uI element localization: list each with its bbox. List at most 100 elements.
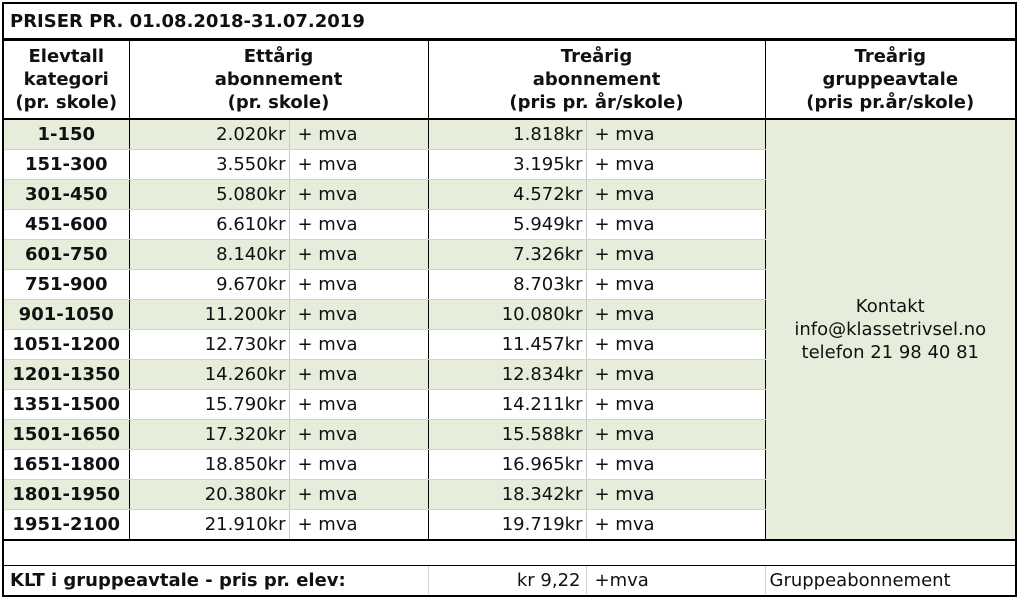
three-year-price: 11.457kr bbox=[428, 329, 587, 360]
category-cell: 1351-1500 bbox=[4, 389, 130, 420]
one-year-mva: + mva bbox=[289, 149, 429, 180]
three-year-mva: + mva bbox=[586, 479, 766, 510]
one-year-mva: + mva bbox=[289, 119, 429, 150]
contact-email[interactable]: info@klassetrivsel.no bbox=[794, 319, 987, 340]
table-row: 1801-1950 20.380kr + mva 18.342kr + mva bbox=[4, 479, 1015, 510]
category-cell: 451-600 bbox=[4, 209, 130, 240]
one-year-mva: + mva bbox=[289, 299, 429, 330]
three-year-price: 19.719kr bbox=[428, 509, 587, 541]
three-year-price: 4.572kr bbox=[428, 179, 587, 210]
table-row: 1351-1500 15.790kr + mva 14.211kr + mva bbox=[4, 389, 1015, 420]
one-year-price: 9.670kr bbox=[129, 269, 290, 300]
table-row: 1501-1650 17.320kr + mva 15.588kr + mva bbox=[4, 419, 1015, 450]
three-year-mva: + mva bbox=[586, 239, 766, 270]
one-year-price: 2.020kr bbox=[129, 119, 290, 150]
footer-group-label: Gruppeabonnement bbox=[769, 569, 951, 591]
category-cell: 751-900 bbox=[4, 269, 130, 300]
contact-label: Kontakt bbox=[855, 296, 925, 317]
one-year-price: 3.550kr bbox=[129, 149, 290, 180]
category-cell: 1651-1800 bbox=[4, 449, 130, 480]
one-year-mva: + mva bbox=[289, 239, 429, 270]
table-row: 901-1050 11.200kr + mva 10.080kr + mva bbox=[4, 299, 1015, 330]
one-year-mva: + mva bbox=[289, 419, 429, 450]
category-cell: 901-1050 bbox=[4, 299, 130, 330]
table-row: 1951-2100 21.910kr + mva 19.719kr + mva bbox=[4, 509, 1015, 541]
one-year-price: 17.320kr bbox=[129, 419, 290, 450]
contact-cell: Kontakt info@klassetrivsel.no telefon 21 9… bbox=[765, 119, 1015, 541]
category-cell: 1501-1650 bbox=[4, 419, 130, 450]
three-year-mva: + mva bbox=[586, 449, 766, 480]
three-year-price: 18.342kr bbox=[428, 479, 587, 510]
category-cell: 1951-2100 bbox=[4, 509, 130, 541]
table-row: 1-150 2.020kr + mva 1.818kr + mva Kontakt info… bbox=[4, 119, 1015, 541]
three-year-price: 7.326kr bbox=[428, 239, 587, 270]
one-year-price: 8.140kr bbox=[129, 239, 290, 270]
three-year-mva: + mva bbox=[586, 269, 766, 300]
one-year-mva: + mva bbox=[289, 449, 429, 480]
table-row: 451-600 6.610kr + mva 5.949kr + mva bbox=[4, 209, 1015, 240]
one-year-mva: + mva bbox=[289, 359, 429, 390]
one-year-mva: + mva bbox=[289, 269, 429, 300]
table-row: 1651-1800 18.850kr + mva 16.965kr + mva bbox=[4, 449, 1015, 480]
table-row: 301-450 5.080kr + mva 4.572kr + mva bbox=[4, 179, 1015, 210]
one-year-price: 18.850kr bbox=[129, 449, 290, 480]
header-one-year: Ettårig abonnement (pr. skole) bbox=[129, 39, 429, 120]
header-three-year: Treårig abonnement (pris pr. år/skole) bbox=[428, 39, 766, 120]
table-row: 1051-1200 12.730kr + mva 11.457kr + mva bbox=[4, 329, 1015, 360]
one-year-price: 14.260kr bbox=[129, 359, 290, 390]
category-cell: 151-300 bbox=[4, 149, 130, 180]
one-year-mva: + mva bbox=[289, 179, 429, 210]
one-year-mva: + mva bbox=[289, 389, 429, 420]
three-year-price: 5.949kr bbox=[428, 209, 587, 240]
header-row: Elevtall kategori (pr. skole) Ettårig ab… bbox=[4, 39, 1015, 120]
three-year-mva: + mva bbox=[586, 119, 766, 150]
three-year-mva: + mva bbox=[586, 149, 766, 180]
one-year-price: 5.080kr bbox=[129, 179, 290, 210]
three-year-mva: + mva bbox=[586, 419, 766, 450]
one-year-price: 20.380kr bbox=[129, 479, 290, 510]
three-year-price: 14.211kr bbox=[428, 389, 587, 420]
three-year-price: 10.080kr bbox=[428, 299, 587, 330]
category-cell: 301-450 bbox=[4, 179, 130, 210]
spacer-row bbox=[4, 540, 1015, 566]
footer-row: KLT i gruppeavtale - pris pr. elev: kr 9,… bbox=[4, 565, 1015, 594]
page-title: PRISER PR. 01.08.2018-31.07.2019 bbox=[4, 4, 1015, 41]
footer-price: kr 9,22 bbox=[428, 565, 587, 594]
three-year-price: 16.965kr bbox=[428, 449, 587, 480]
three-year-mva: + mva bbox=[586, 179, 766, 210]
three-year-mva: + mva bbox=[586, 329, 766, 360]
category-cell: 601-750 bbox=[4, 239, 130, 270]
one-year-price: 12.730kr bbox=[129, 329, 290, 360]
category-cell: 1-150 bbox=[4, 119, 130, 150]
header-category: Elevtall kategori (pr. skole) bbox=[4, 39, 130, 120]
three-year-mva: + mva bbox=[586, 359, 766, 390]
table-row: 1201-1350 14.260kr + mva 12.834kr + mva bbox=[4, 359, 1015, 390]
three-year-price: 12.834kr bbox=[428, 359, 587, 390]
contact-phone: telefon 21 98 40 81 bbox=[801, 342, 979, 363]
one-year-mva: + mva bbox=[289, 479, 429, 510]
one-year-mva: + mva bbox=[289, 509, 429, 541]
one-year-price: 15.790kr bbox=[129, 389, 290, 420]
category-cell: 1801-1950 bbox=[4, 479, 130, 510]
table-row: 751-900 9.670kr + mva 8.703kr + mva bbox=[4, 269, 1015, 300]
three-year-mva: + mva bbox=[586, 389, 766, 420]
title-row: PRISER PR. 01.08.2018-31.07.2019 bbox=[4, 4, 1015, 41]
three-year-price: 1.818kr bbox=[428, 119, 587, 150]
one-year-mva: + mva bbox=[289, 329, 429, 360]
category-cell: 1051-1200 bbox=[4, 329, 130, 360]
footer-mva: +mva bbox=[586, 565, 766, 594]
price-table: PRISER PR. 01.08.2018-31.07.2019 Elevtal… bbox=[4, 4, 1015, 594]
three-year-mva: + mva bbox=[586, 209, 766, 240]
category-cell: 1201-1350 bbox=[4, 359, 130, 390]
footer-label: KLT i gruppeavtale - pris pr. elev: bbox=[4, 565, 429, 594]
three-year-price: 15.588kr bbox=[428, 419, 587, 450]
one-year-price: 11.200kr bbox=[129, 299, 290, 330]
three-year-price: 3.195kr bbox=[428, 149, 587, 180]
one-year-mva: + mva bbox=[289, 209, 429, 240]
one-year-price: 6.610kr bbox=[129, 209, 290, 240]
three-year-price: 8.703kr bbox=[428, 269, 587, 300]
three-year-mva: + mva bbox=[586, 509, 766, 541]
table-row: 601-750 8.140kr + mva 7.326kr + mva bbox=[4, 239, 1015, 270]
table-row: 151-300 3.550kr + mva 3.195kr + mva bbox=[4, 149, 1015, 180]
